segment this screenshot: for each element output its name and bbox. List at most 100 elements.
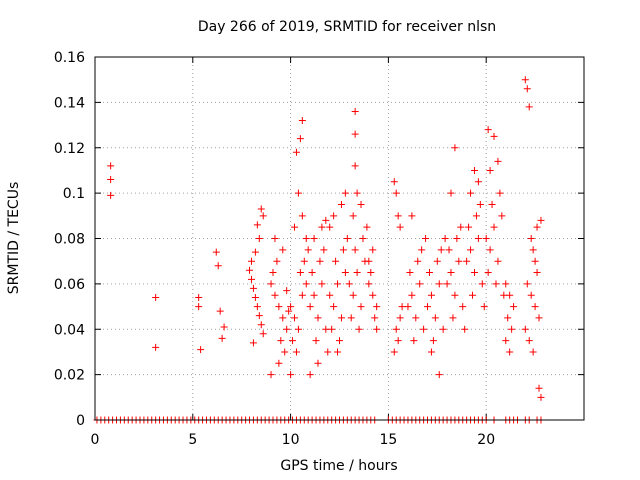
data-point xyxy=(292,148,300,156)
data-point xyxy=(218,334,226,342)
data-point xyxy=(107,191,115,199)
data-point xyxy=(427,348,435,356)
data-point xyxy=(461,325,469,333)
data-point xyxy=(470,269,478,277)
data-point xyxy=(488,200,496,208)
data-point xyxy=(425,269,433,277)
data-point xyxy=(281,348,289,356)
data-point xyxy=(521,76,529,84)
data-point xyxy=(506,348,514,356)
data-point xyxy=(531,257,539,265)
data-point xyxy=(453,235,461,242)
data-point xyxy=(431,314,439,322)
data-point xyxy=(474,178,482,186)
data-point xyxy=(363,223,371,231)
data-point xyxy=(246,266,254,274)
data-point xyxy=(463,257,471,265)
data-point xyxy=(351,107,359,115)
data-point xyxy=(406,269,414,277)
data-point xyxy=(351,246,359,254)
data-point xyxy=(349,291,357,299)
data-point xyxy=(492,280,500,288)
data-point xyxy=(337,314,345,322)
data-point xyxy=(474,235,482,242)
data-point xyxy=(296,269,304,277)
data-point xyxy=(447,269,455,277)
x-axis-label: GPS time / hours xyxy=(280,458,397,474)
data-point xyxy=(257,321,265,329)
data-point xyxy=(314,314,322,322)
data-point xyxy=(502,337,510,345)
data-point xyxy=(467,246,475,254)
data-point xyxy=(396,223,404,231)
data-point xyxy=(535,384,543,392)
data-point xyxy=(328,325,336,333)
data-point xyxy=(484,126,492,134)
data-point xyxy=(408,212,416,220)
x-tick-label: 0 xyxy=(91,432,100,448)
data-point xyxy=(486,166,494,174)
data-point xyxy=(418,246,426,254)
data-point xyxy=(287,371,295,379)
data-point xyxy=(322,325,330,333)
data-point xyxy=(107,162,115,170)
data-point xyxy=(525,337,533,345)
data-point xyxy=(351,130,359,138)
data-point xyxy=(498,212,506,220)
data-point xyxy=(195,293,203,301)
data-point xyxy=(357,303,365,311)
y-tick-label: 0.16 xyxy=(54,50,85,66)
x-axis-ticks: 0 5 10 15 20 xyxy=(91,57,495,448)
data-point xyxy=(414,257,422,265)
data-point xyxy=(320,246,328,254)
data-point xyxy=(486,246,494,254)
data-point xyxy=(285,307,293,315)
data-point xyxy=(152,343,160,351)
data-point xyxy=(535,314,543,322)
data-point xyxy=(283,287,291,295)
data-point xyxy=(451,144,459,152)
data-point xyxy=(537,393,545,401)
data-point xyxy=(212,248,220,256)
x-tick-label: 5 xyxy=(188,432,197,448)
y-tick-label: 0.06 xyxy=(54,277,85,293)
data-point xyxy=(435,280,443,288)
data-point xyxy=(441,235,449,242)
y-tick-label: 0.1 xyxy=(63,186,85,202)
data-point xyxy=(334,348,342,356)
data-point xyxy=(392,325,400,333)
data-point xyxy=(283,325,291,333)
data-point xyxy=(433,257,441,265)
data-point xyxy=(310,291,318,299)
data-point xyxy=(427,291,435,299)
data-point xyxy=(398,303,406,311)
data-point xyxy=(359,235,367,242)
data-point xyxy=(330,212,338,220)
data-point xyxy=(296,135,304,143)
data-point xyxy=(390,178,398,186)
data-point xyxy=(357,200,365,208)
x-tick-label: 20 xyxy=(477,432,495,448)
data-point xyxy=(291,314,299,322)
data-point xyxy=(404,303,412,311)
data-point xyxy=(508,325,516,333)
data-point xyxy=(197,346,205,354)
data-point xyxy=(392,189,400,197)
data-point xyxy=(287,303,295,311)
data-point xyxy=(435,371,443,379)
data-point xyxy=(318,280,326,288)
data-point xyxy=(365,280,373,288)
data-point xyxy=(490,132,498,140)
grid-lines xyxy=(95,57,584,420)
data-point xyxy=(504,314,512,322)
data-point xyxy=(424,303,432,311)
data-point xyxy=(482,235,490,242)
y-axis-label: SRMTID / TECUs xyxy=(6,182,22,295)
data-point xyxy=(220,323,228,331)
data-point xyxy=(334,280,342,288)
data-point xyxy=(455,257,463,265)
data-point xyxy=(257,205,265,213)
data-point xyxy=(523,85,531,93)
data-point xyxy=(439,325,447,333)
data-point xyxy=(253,303,261,311)
